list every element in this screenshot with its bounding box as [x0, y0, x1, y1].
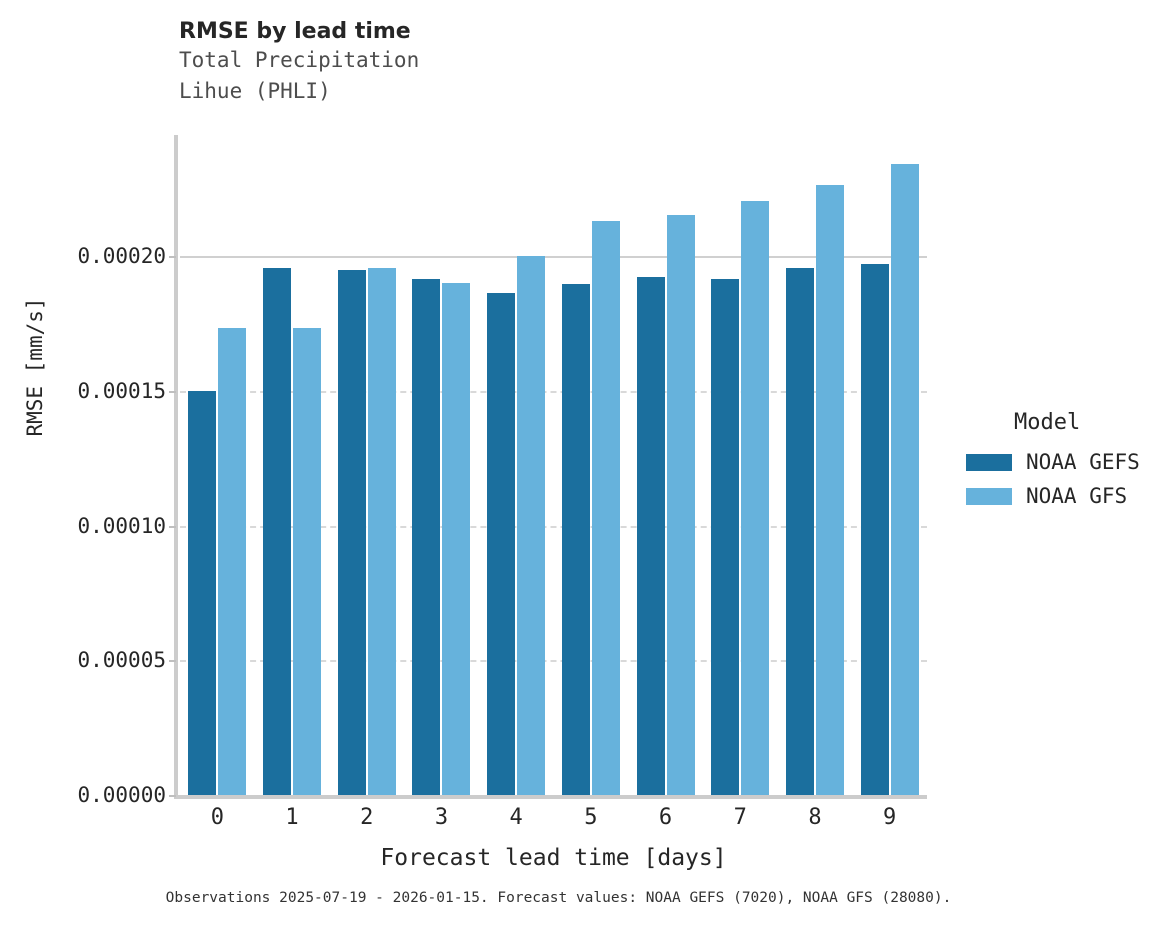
- x-axis-tick-label: 7: [733, 805, 747, 830]
- legend-swatch-icon: [966, 487, 1012, 505]
- page-title: RMSE by lead time: [179, 19, 411, 44]
- x-axis-tick-label: 4: [509, 805, 523, 830]
- y-axis-tick-label: 0.00015: [77, 378, 166, 403]
- bar-noaa-gfs-lead-3[interactable]: [442, 283, 471, 795]
- legend-item-noaa-gfs[interactable]: NOAA GFS: [966, 481, 1140, 511]
- gridline: [180, 390, 927, 393]
- y-axis-tick-label: 0.00020: [77, 244, 166, 269]
- y-axis-tick: [169, 660, 176, 663]
- title-block: RMSE by lead time Total Precipitation Li…: [179, 18, 879, 107]
- y-axis-tick: [169, 525, 176, 528]
- x-axis-line: [174, 795, 927, 799]
- x-axis-tick-label: 1: [285, 805, 299, 830]
- chart-caption: Observations 2025-07-19 - 2026-01-15. Fo…: [165, 890, 952, 906]
- y-axis-tick-label: 0.00010: [77, 513, 166, 538]
- x-axis-tick-label: 3: [434, 805, 449, 830]
- y-axis-tick: [169, 256, 176, 259]
- bar-noaa-gfs-lead-9[interactable]: [890, 163, 919, 795]
- legend: Model NOAA GEFS NOAA GFS: [966, 410, 1140, 515]
- legend-item-label: NOAA GFS: [1026, 484, 1128, 508]
- gridline: [180, 525, 927, 528]
- bar-noaa-gfs-lead-2[interactable]: [367, 267, 396, 795]
- bar-noaa-gfs-lead-4[interactable]: [517, 256, 546, 795]
- bar-noaa-gefs-lead-9[interactable]: [860, 264, 889, 795]
- x-axis-tick-label: 0: [210, 805, 224, 830]
- y-axis-tick-labels: 0.00000 0.00005 0.00010 0.00015 0.00020: [0, 135, 166, 807]
- bar-noaa-gfs-lead-8[interactable]: [815, 185, 844, 795]
- legend-title: Model: [1014, 410, 1081, 435]
- legend-item-noaa-gefs[interactable]: NOAA GEFS: [966, 447, 1140, 477]
- x-axis-tick-label: 6: [658, 805, 673, 830]
- x-axis-tick-labels: 0 1 2 3 4 5 6 7 8 9: [180, 805, 927, 837]
- bar-noaa-gefs-lead-4[interactable]: [487, 292, 516, 795]
- bar-noaa-gefs-lead-3[interactable]: [412, 279, 441, 795]
- y-axis-tick-label: 0.00005: [77, 648, 166, 673]
- bar-noaa-gefs-lead-1[interactable]: [263, 267, 292, 795]
- x-axis-tick-label: 9: [883, 805, 897, 830]
- bar-noaa-gefs-lead-0[interactable]: [188, 390, 217, 795]
- bar-noaa-gfs-lead-7[interactable]: [741, 201, 770, 795]
- x-axis-tick-label: 5: [584, 805, 598, 830]
- bar-noaa-gfs-lead-6[interactable]: [666, 215, 695, 795]
- gridline: [180, 256, 927, 259]
- y-axis-line: [174, 135, 178, 795]
- legend-entries: NOAA GEFS NOAA GFS: [966, 447, 1140, 511]
- bar-noaa-gefs-lead-7[interactable]: [711, 279, 740, 795]
- chart-subtitle-line-2: Lihue (PHLI): [179, 79, 331, 103]
- y-axis-tick: [169, 390, 176, 393]
- bar-noaa-gefs-lead-6[interactable]: [636, 277, 665, 795]
- chart-subtitle-line-1: Total Precipitation: [179, 48, 420, 72]
- x-axis-title: Forecast lead time [days]: [380, 845, 727, 871]
- bar-noaa-gefs-lead-8[interactable]: [785, 268, 814, 795]
- x-axis-tick-label: 2: [360, 805, 374, 830]
- legend-swatch-icon: [966, 453, 1012, 471]
- y-axis-tick-label: 0.00000: [77, 783, 166, 807]
- bar-noaa-gfs-lead-5[interactable]: [591, 221, 620, 795]
- bar-noaa-gfs-lead-1[interactable]: [293, 328, 322, 795]
- plot-area: [169, 135, 927, 799]
- bar-noaa-gefs-lead-2[interactable]: [337, 270, 366, 795]
- bar-noaa-gfs-lead-0[interactable]: [218, 328, 247, 795]
- gridline: [180, 660, 927, 663]
- y-axis-tick: [169, 795, 176, 797]
- legend-item-label: NOAA GEFS: [1026, 450, 1140, 474]
- bar-noaa-gefs-lead-5[interactable]: [561, 284, 590, 795]
- x-axis-tick-label: 8: [808, 805, 822, 830]
